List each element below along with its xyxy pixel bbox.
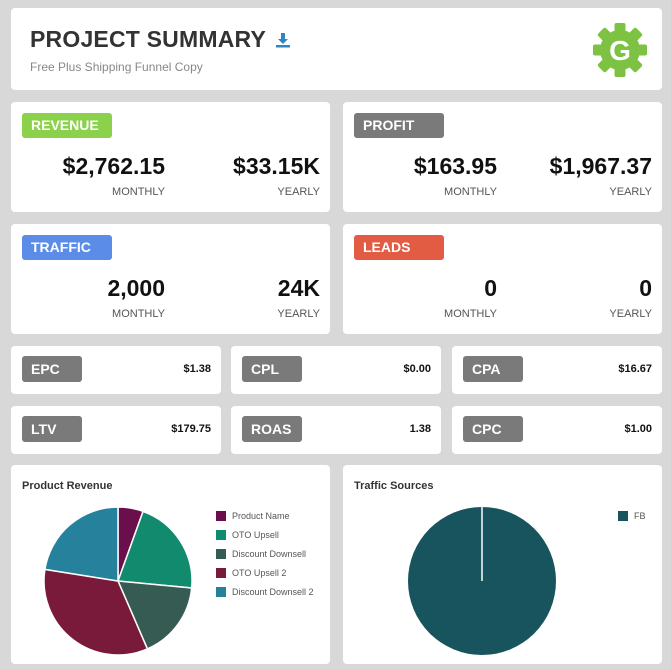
page-subtitle: Free Plus Shipping Funnel Copy — [30, 60, 203, 74]
product-revenue-title: Product Revenue — [22, 480, 113, 492]
cpc-card: CPC $1.00 — [452, 406, 662, 454]
ltv-card: LTV $179.75 — [11, 406, 221, 454]
logo-letter: G — [609, 35, 631, 66]
traffic-card: TRAFFIC 2,000 MONTHLY 24K YEARLY — [11, 224, 330, 334]
pie-slice-oto-upsell-2[interactable] — [43, 568, 149, 656]
pie-slice-oto-upsell[interactable] — [116, 510, 193, 589]
leads-monthly-label: MONTHLY — [444, 308, 497, 320]
profit-monthly-label: MONTHLY — [444, 186, 497, 198]
revenue-yearly-value: $33.15K — [233, 153, 320, 179]
leads-yearly-value: 0 — [639, 275, 652, 301]
legend-item[interactable]: Discount Downsell 2 — [216, 582, 314, 601]
cpl-badge: CPL — [242, 356, 302, 382]
legend-swatch — [216, 586, 226, 597]
epc-card: EPC $1.38 — [11, 346, 221, 394]
header-card: PROJECT SUMMARY Free Plus Shipping Funne… — [11, 8, 662, 90]
product-revenue-card: Product Revenue Product Name OTO Upsell Di… — [11, 465, 330, 664]
cpl-value: $0.00 — [403, 363, 431, 375]
pie-slice-discount-downsell-2[interactable] — [44, 506, 119, 582]
legend-label: Discount Downsell 2 — [232, 586, 314, 597]
traffic-yearly-label: YEARLY — [277, 308, 320, 320]
legend-swatch — [618, 510, 628, 521]
roas-badge: ROAS — [242, 416, 302, 442]
cpa-value: $16.67 — [618, 363, 652, 375]
epc-badge: EPC — [22, 356, 82, 382]
legend-item[interactable]: Discount Downsell — [216, 544, 314, 563]
legend-swatch — [216, 510, 226, 521]
revenue-monthly-value: $2,762.15 — [62, 153, 165, 179]
profit-badge: PROFIT — [354, 113, 444, 138]
leads-yearly-label: YEARLY — [609, 308, 652, 320]
ltv-value: $179.75 — [171, 423, 211, 435]
legend-item[interactable]: FB — [618, 506, 646, 525]
cpc-value: $1.00 — [624, 423, 652, 435]
legend-label: Discount Downsell — [232, 548, 307, 559]
cpa-card: CPA $16.67 — [452, 346, 662, 394]
pie-slice-discount-downsell[interactable] — [116, 580, 193, 650]
traffic-sources-pie — [408, 507, 556, 655]
roas-card: ROAS 1.38 — [231, 406, 441, 454]
revenue-monthly-label: MONTHLY — [112, 186, 165, 198]
leads-card: LEADS 0 MONTHLY 0 YEARLY — [343, 224, 662, 334]
legend-swatch — [216, 567, 226, 578]
profit-monthly-value: $163.95 — [413, 153, 497, 179]
product-revenue-pie — [43, 506, 193, 656]
cpa-badge: CPA — [463, 356, 523, 382]
legend-item[interactable]: Product Name — [216, 506, 314, 525]
traffic-sources-card: Traffic Sources FB — [343, 465, 662, 664]
legend-item[interactable]: OTO Upsell — [216, 525, 314, 544]
leads-badge: LEADS — [354, 235, 444, 260]
traffic-monthly-label: MONTHLY — [112, 308, 165, 320]
legend-label: OTO Upsell — [232, 529, 279, 540]
cpc-badge: CPC — [463, 416, 523, 442]
ltv-badge: LTV — [22, 416, 82, 442]
legend-item[interactable]: OTO Upsell 2 — [216, 563, 314, 582]
revenue-badge: REVENUE — [22, 113, 112, 138]
epc-value: $1.38 — [183, 363, 211, 375]
product-revenue-legend: Product Name OTO Upsell Discount Downsell O… — [216, 506, 314, 601]
legend-label: Product Name — [232, 510, 290, 521]
revenue-yearly-label: YEARLY — [277, 186, 320, 198]
legend-swatch — [216, 548, 226, 559]
brand-gear-logo: G — [592, 22, 648, 78]
traffic-badge: TRAFFIC — [22, 235, 112, 260]
roas-value: 1.38 — [409, 423, 431, 435]
traffic-yearly-value: 24K — [277, 275, 320, 301]
traffic-sources-title: Traffic Sources — [354, 480, 434, 492]
traffic-monthly-value: 2,000 — [107, 275, 165, 301]
legend-label: FB — [634, 510, 646, 521]
revenue-card: REVENUE $2,762.15 MONTHLY $33.15K YEARLY — [11, 102, 330, 212]
page-title: PROJECT SUMMARY — [30, 26, 266, 52]
legend-swatch — [216, 529, 226, 540]
cpl-card: CPL $0.00 — [231, 346, 441, 394]
leads-monthly-value: 0 — [484, 275, 497, 301]
profit-card: PROFIT $163.95 MONTHLY $1,967.37 YEARLY — [343, 102, 662, 212]
profit-yearly-label: YEARLY — [609, 186, 652, 198]
legend-label: OTO Upsell 2 — [232, 567, 287, 578]
traffic-sources-legend: FB — [618, 506, 646, 525]
download-icon[interactable] — [276, 32, 290, 48]
profit-yearly-value: $1,967.37 — [549, 153, 652, 179]
